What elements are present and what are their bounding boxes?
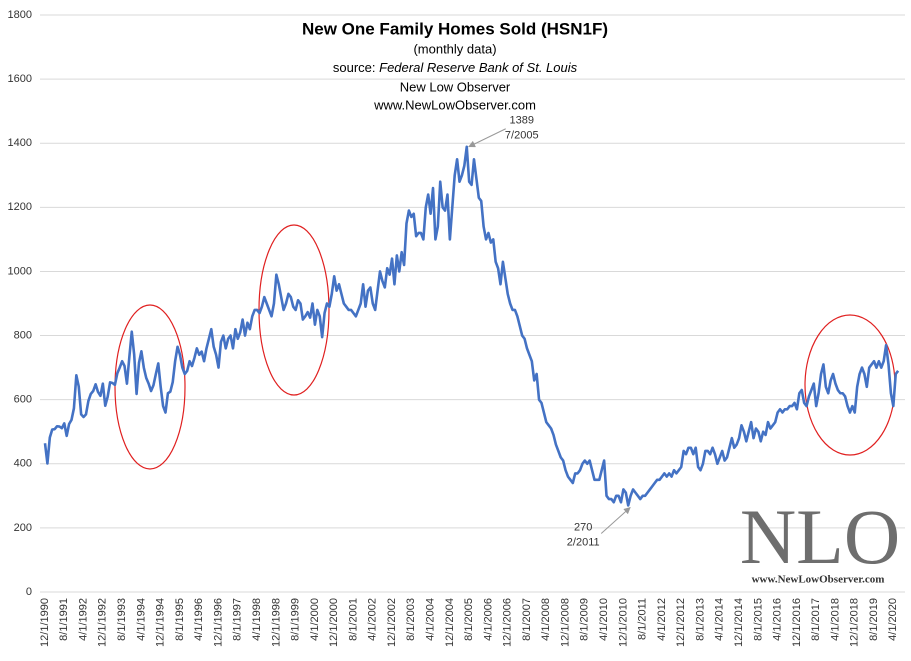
x-tick-label: 8/1/2019 — [868, 598, 880, 641]
x-tick-label: 12/1/2014 — [733, 598, 745, 647]
x-tick-label: 4/1/2004 — [425, 598, 437, 641]
x-tick-label: 8/1/2011 — [637, 598, 649, 640]
x-tick-label: 8/1/2003 — [405, 598, 417, 641]
y-tick-label: 200 — [14, 522, 32, 534]
x-tick-label: 4/1/1994 — [135, 598, 147, 641]
x-tick-label: 12/1/2002 — [386, 598, 398, 647]
x-tick-label: 4/1/1996 — [193, 598, 205, 641]
x-tick-label: 8/1/2017 — [810, 598, 822, 641]
x-tick-label: 4/1/2006 — [482, 598, 494, 641]
x-tick-label: 8/1/1997 — [232, 598, 244, 641]
credit-url: www.NewLowObserver.com — [373, 97, 536, 112]
x-tick-label: 12/1/1994 — [155, 598, 167, 647]
x-tick-label: 8/1/1999 — [290, 598, 302, 641]
x-tick-label: 8/1/1991 — [58, 598, 70, 641]
x-tick-label: 12/1/2004 — [444, 598, 456, 647]
annotation-value: 1389 — [510, 115, 534, 127]
x-tick-label: 4/1/2002 — [367, 598, 379, 641]
watermark-url: www.NewLowObserver.com — [752, 574, 885, 586]
annotation-arrow — [600, 506, 631, 534]
x-tick-label: 4/1/2020 — [887, 598, 899, 641]
x-tick-label: 8/1/2015 — [752, 598, 764, 641]
x-tick-label: 8/1/2005 — [463, 598, 475, 641]
x-tick-label: 12/1/2018 — [849, 598, 861, 647]
x-tick-label: 4/1/1998 — [251, 598, 263, 641]
x-tick-label: 4/1/2016 — [772, 598, 784, 641]
x-tick-label: 4/1/2018 — [829, 598, 841, 641]
y-tick-label: 0 — [26, 586, 32, 598]
x-tick-label: 12/1/1990 — [39, 598, 51, 647]
x-tick-label: 12/1/2016 — [791, 598, 803, 647]
annotation-arrow — [468, 128, 506, 148]
x-tick-label: 8/1/1995 — [174, 598, 186, 641]
x-tick-label: 8/1/2009 — [579, 598, 591, 641]
x-tick-label: 12/1/2012 — [675, 598, 687, 647]
y-tick-label: 1000 — [8, 265, 32, 277]
annotation-date: 7/2005 — [505, 130, 539, 142]
credit: New Low Observer — [400, 79, 511, 94]
source-line: source: Federal Reserve Bank of St. Loui… — [333, 60, 578, 75]
annotation-date: 2/2011 — [567, 536, 600, 548]
x-tick-label: 4/1/2010 — [598, 598, 610, 641]
x-tick-label: 4/1/2000 — [309, 598, 321, 641]
x-tick-label: 12/1/2010 — [617, 598, 629, 647]
x-tick-label: 4/1/2012 — [656, 598, 668, 641]
x-tick-label: 12/1/1996 — [212, 598, 224, 647]
watermark: NLO — [740, 493, 900, 580]
x-tick-label: 12/1/2006 — [502, 598, 514, 647]
y-tick-label: 1600 — [8, 73, 32, 85]
y-tick-label: 1200 — [8, 201, 32, 213]
y-tick-label: 1400 — [8, 137, 32, 149]
y-tick-label: 600 — [14, 394, 32, 406]
y-tick-label: 1800 — [8, 9, 32, 21]
x-tick-label: 8/1/2007 — [521, 598, 533, 641]
y-tick-label: 800 — [14, 329, 32, 341]
x-tick-label: 12/1/1992 — [97, 598, 109, 647]
x-tick-label: 4/1/1992 — [77, 598, 89, 641]
x-tick-label: 12/1/2008 — [559, 598, 571, 647]
x-tick-label: 4/1/2008 — [540, 598, 552, 641]
x-tick-label: 8/1/2013 — [694, 598, 706, 641]
x-tick-label: 8/1/1993 — [116, 598, 128, 641]
data-line — [43, 145, 900, 507]
x-tick-label: 8/1/2001 — [347, 598, 359, 641]
x-tick-label: 12/1/2000 — [328, 598, 340, 647]
x-tick-label: 12/1/1998 — [270, 598, 282, 647]
source-label: source: — [333, 60, 376, 75]
highlight-ellipse — [258, 224, 330, 396]
y-tick-label: 400 — [14, 458, 32, 470]
x-tick-label: 4/1/2014 — [714, 598, 726, 641]
source: Federal Reserve Bank of St. Louis — [379, 60, 577, 75]
highlight-ellipse — [114, 304, 186, 470]
annotation-value: 270 — [574, 521, 592, 533]
chart-title: New One Family Homes Sold (HSN1F) — [302, 19, 608, 38]
subtitle: (monthly data) — [413, 41, 496, 56]
